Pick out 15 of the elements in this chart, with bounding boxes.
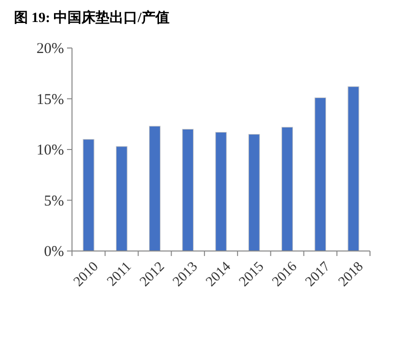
y-tick-label: 15% (36, 92, 64, 108)
bar (215, 132, 227, 252)
bar (281, 126, 293, 252)
bar (149, 126, 161, 252)
y-tick-label: 0% (44, 244, 64, 260)
bar (314, 97, 326, 252)
bar (248, 134, 260, 252)
y-tick-label: 10% (36, 142, 64, 158)
bar (116, 146, 128, 252)
bar (348, 86, 360, 252)
y-tick-label: 20% (36, 41, 64, 57)
chart-title: 图 19: 中国床垫出口/产值 (14, 9, 170, 26)
bar (182, 128, 194, 252)
bar (82, 139, 94, 252)
y-tick-label: 5% (44, 193, 64, 210)
